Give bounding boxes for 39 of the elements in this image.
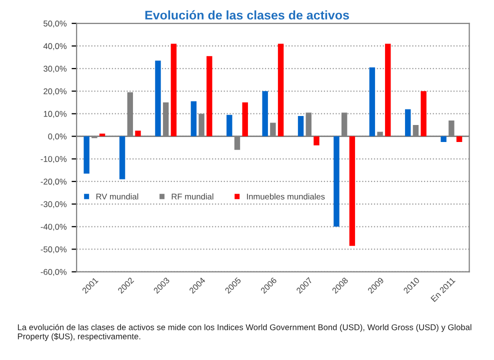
bar [226, 114, 232, 136]
bar [420, 91, 426, 136]
chart-title: Evolución de las clases de activos [145, 10, 349, 20]
y-tick-label: 40,0% [43, 43, 67, 50]
y-tick-label: -10,0% [40, 156, 67, 163]
legend-label: RV mundial [96, 193, 138, 200]
bar [278, 44, 284, 136]
bar [334, 136, 340, 227]
bar [298, 116, 304, 136]
bar [369, 67, 376, 136]
bar [119, 136, 126, 180]
bar [99, 134, 106, 136]
legend-label: RF mundial [172, 193, 214, 200]
y-tick-label: -20,0% [40, 178, 67, 186]
y-tick-label: 30,0% [44, 66, 67, 73]
bar [206, 56, 212, 136]
bar [155, 60, 161, 136]
bar [135, 130, 141, 136]
y-tick-label: -60,0% [40, 269, 67, 276]
legend-label: Inmuebles mundiales [247, 193, 325, 200]
bar [262, 91, 268, 136]
bar [84, 136, 90, 174]
bar [170, 44, 177, 136]
bar [349, 136, 356, 246]
y-tick-label: -50,0% [40, 246, 67, 254]
text: La evolución de las clases de activos se mide con los Indices World Government Bond (USD), World Gross (USD) y Global Property ($US), respectivamente. [18, 324, 472, 341]
y-tick-label: 10,0% [44, 110, 67, 118]
bar [456, 136, 462, 142]
bar [190, 101, 197, 136]
y-tick-label: -40,0% [40, 224, 67, 231]
y-tick-label: 20,0% [44, 88, 67, 96]
bar [314, 136, 320, 146]
y-tick-label: 0,0% [48, 134, 67, 140]
y-tick-label: 50,0% [44, 20, 67, 28]
bar [405, 109, 411, 136]
y-tick-label: -30,0% [40, 201, 67, 208]
bar [385, 44, 391, 136]
bar [440, 136, 446, 142]
bar [242, 102, 248, 136]
